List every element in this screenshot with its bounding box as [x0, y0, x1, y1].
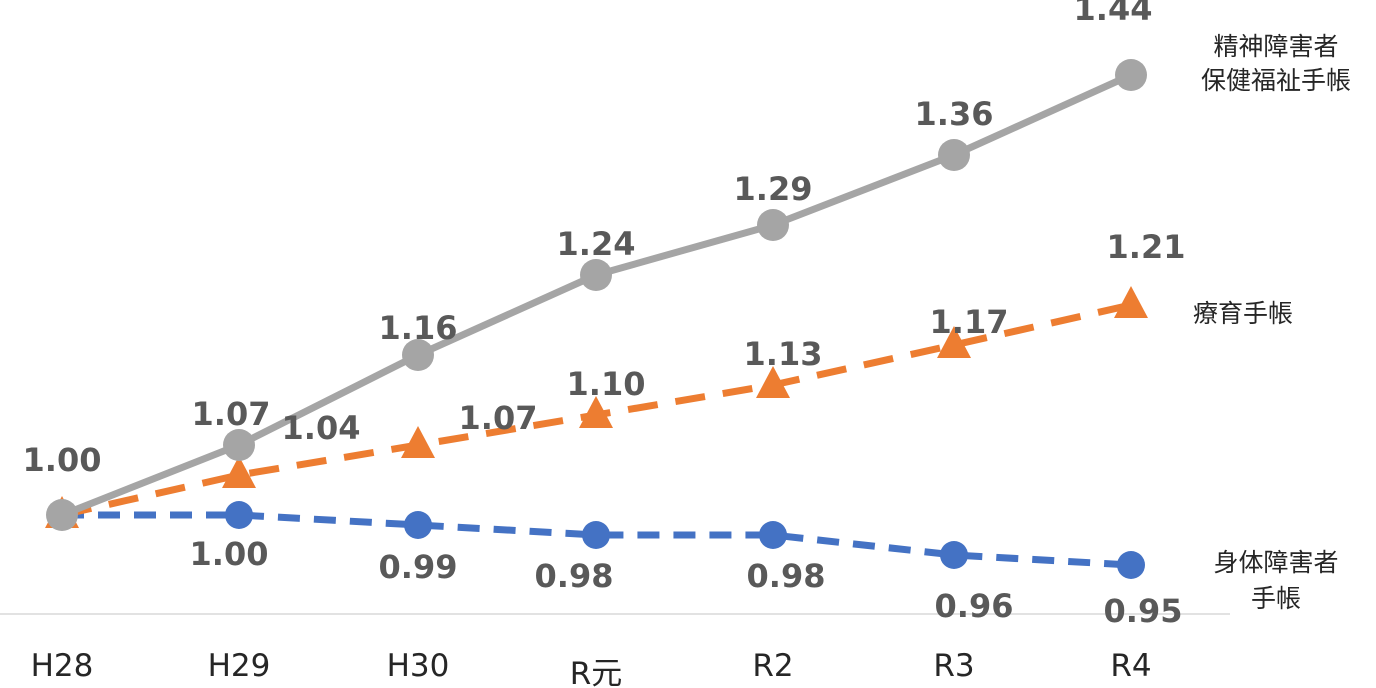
- mental-point-2: [402, 339, 434, 371]
- physical-series-name-line-1: 手帳: [1251, 584, 1301, 613]
- physical-value-label-2: 0.99: [379, 548, 458, 586]
- mental-value-label-0: 1.00: [23, 441, 102, 479]
- ryoiku-point-6: [1114, 286, 1148, 318]
- mental-series-name-line-0: 精神障害者: [1213, 32, 1338, 61]
- mental-value-label-1: 1.07: [192, 395, 271, 433]
- physical-point-1: [225, 501, 253, 529]
- ryoiku-value-label-3: 1.10: [567, 365, 646, 403]
- mental-value-label-6: 1.44: [1074, 0, 1153, 28]
- physical-series-name-line-0: 身体障害者: [1213, 548, 1338, 577]
- mental-value-label-2: 1.16: [379, 309, 458, 347]
- physical-value-label-6: 0.95: [1104, 592, 1183, 630]
- x-tick-label-1: H29: [208, 648, 271, 684]
- physical-point-2: [404, 511, 432, 539]
- mental-series-line: [60, 71, 1133, 519]
- x-tick-label-4: R2: [752, 648, 793, 684]
- data-labels: 1.00 1.07 1.16 1.24 1.29 1.36 1.44 1.04 1.07 1.10…: [23, 0, 1186, 630]
- series-markers: [45, 59, 1148, 579]
- ryoiku-point-2: [401, 426, 435, 458]
- x-tick-label-0: H28: [31, 648, 94, 684]
- mental-value-label-4: 1.29: [734, 170, 813, 208]
- physical-value-label-5: 0.96: [935, 587, 1014, 625]
- physical-point-4: [759, 521, 787, 549]
- ryoiku-series-name-line-0: 療育手帳: [1193, 299, 1293, 328]
- mental-point-4: [757, 209, 789, 241]
- ryoiku-point-5: [937, 326, 971, 358]
- mental-point-3: [580, 259, 612, 291]
- mental-value-label-3: 1.24: [557, 225, 636, 263]
- x-tick-labels: H28 H29 H30 R元 R2 R3 R4: [31, 648, 1152, 688]
- x-tick-label-3: R元: [570, 656, 623, 688]
- ryoiku-value-label-2: 1.07: [459, 399, 538, 437]
- mental-point-5: [938, 139, 970, 171]
- mental-series-name-line-1: 保健福祉手帳: [1201, 66, 1351, 95]
- ryoiku-value-label-1: 1.04: [282, 409, 361, 447]
- physical-point-5: [940, 541, 968, 569]
- mental-value-label-5: 1.36: [915, 95, 994, 133]
- ryoiku-point-1: [222, 456, 256, 488]
- physical-value-label-4: 0.98: [747, 557, 826, 595]
- mental-point-1: [223, 429, 255, 461]
- mental-point-6: [1115, 59, 1147, 91]
- ryoiku-value-label-4: 1.13: [744, 335, 823, 373]
- ryoiku-point-4: [756, 366, 790, 398]
- ryoiku-value-label-6: 1.21: [1107, 228, 1186, 266]
- physical-point-3: [582, 521, 610, 549]
- x-tick-label-2: H30: [387, 648, 450, 684]
- mental-point-0: [46, 499, 78, 531]
- ryoiku-value-label-5: 1.17: [930, 303, 1009, 341]
- physical-point-6: [1117, 551, 1145, 579]
- x-tick-label-6: R4: [1110, 648, 1151, 684]
- x-tick-label-5: R3: [933, 648, 974, 684]
- physical-value-label-1: 1.00: [190, 535, 269, 573]
- physical-value-label-3: 0.98: [535, 557, 614, 595]
- ryoiku-point-3: [579, 396, 613, 428]
